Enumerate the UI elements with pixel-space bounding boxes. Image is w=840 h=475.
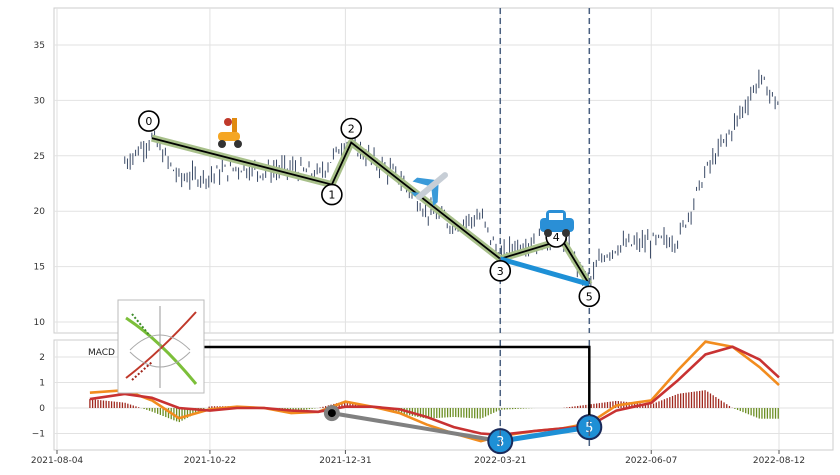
xtick-label: 2021-08-04 — [31, 456, 84, 466]
pivot-label: 4 — [553, 231, 560, 244]
xtick-label: 2022-06-07 — [625, 456, 677, 466]
pivot-marker — [321, 183, 343, 206]
price-ytick-label: 20 — [34, 207, 46, 217]
zigzag-line — [151, 137, 591, 285]
pivot-label: 3 — [497, 265, 504, 278]
signal-line — [89, 345, 780, 437]
price-ytick-label: 15 — [34, 263, 45, 273]
price-ytick-label: 25 — [34, 152, 45, 162]
airplane-icon — [410, 172, 449, 206]
xtick-label: 2022-03-21 — [474, 456, 526, 466]
overlay-layer: 0 1 2 3 4 5 — [138, 8, 601, 450]
macd-layer: 35 — [89, 340, 780, 455]
macd-ytick-label: 1 — [39, 379, 45, 389]
divergence-line-grey — [331, 411, 501, 444]
pivot-label: 5 — [586, 290, 593, 303]
pivot-label: 1 — [328, 189, 335, 202]
pivot-marker — [489, 260, 512, 282]
pivot-marker — [340, 117, 363, 140]
pivot-label: 0 — [145, 115, 152, 128]
macd-ytick-label: −1 — [32, 430, 45, 440]
highlight-segment — [499, 256, 590, 287]
xtick-label: 2022-08-12 — [753, 456, 805, 466]
xtick-label: 2021-10-22 — [184, 456, 236, 466]
macd-ytick-label: 2 — [39, 353, 45, 363]
price-ytick-label: 10 — [34, 318, 46, 328]
pivot-marker — [578, 285, 601, 308]
divergence-point-label: 5 — [585, 421, 593, 436]
divergence-line-blue — [499, 424, 590, 444]
price-ytick-label: 30 — [34, 96, 46, 106]
car-icon — [540, 210, 574, 237]
inset-thumbnail — [117, 299, 205, 394]
xtick-label: 2021-12-31 — [319, 456, 371, 466]
price-panel — [53, 7, 834, 334]
price-ytick-label: 35 — [34, 41, 45, 51]
macd-ytick-label: 0 — [39, 404, 45, 414]
divergence-start-marker — [323, 405, 340, 422]
scooter-icon — [218, 118, 242, 148]
macd-connector-line — [204, 345, 591, 416]
pivot-label: 2 — [348, 123, 355, 136]
pivot-marker — [138, 110, 160, 132]
